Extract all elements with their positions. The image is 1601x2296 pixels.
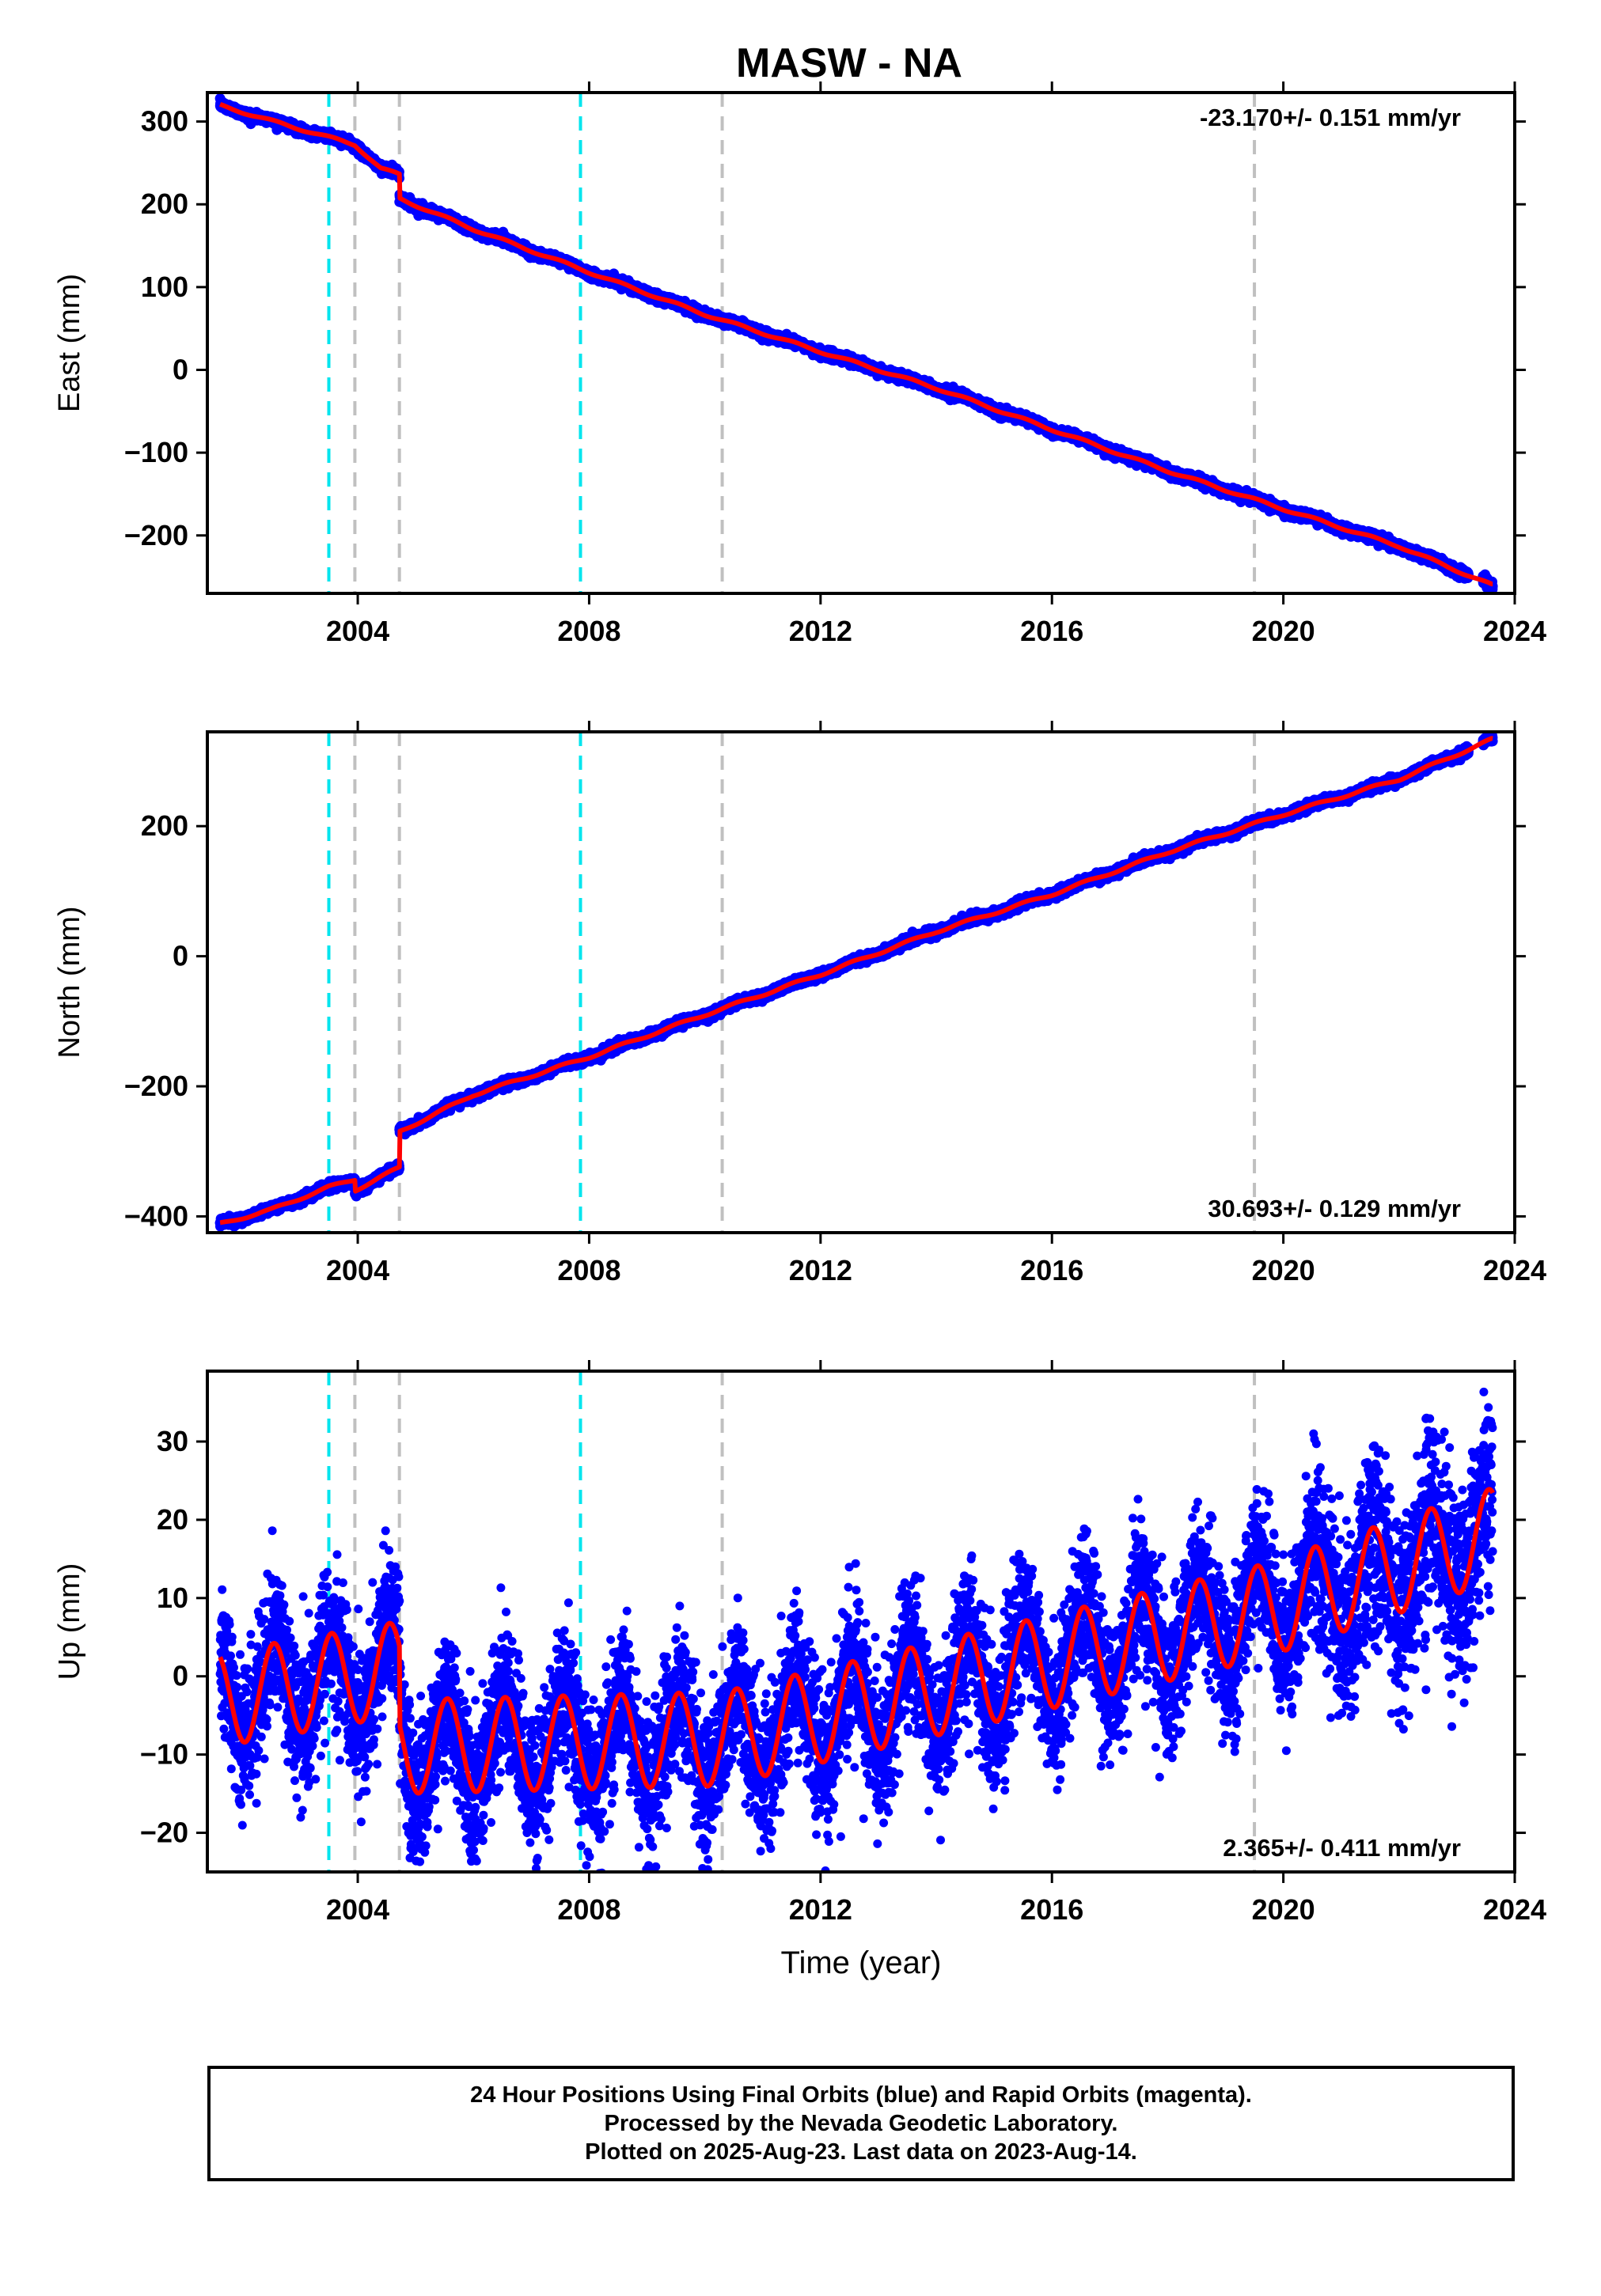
plot-area-east: [214, 93, 1498, 593]
panel-east: 2004 2008 2012 2016 2020 20243002001000−100−2…: [53, 81, 1546, 647]
figure-title: MASW - NA: [736, 40, 962, 86]
data-points-east: [214, 93, 1498, 593]
